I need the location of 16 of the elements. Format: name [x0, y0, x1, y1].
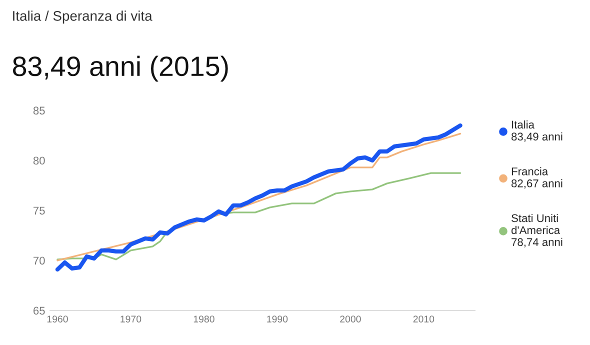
x-tick-label: 2000 [340, 316, 361, 322]
x-tick-label: 1970 [120, 316, 142, 322]
x-tick-label: 1980 [194, 316, 214, 322]
legend-label: Italia 83,49 anni [512, 120, 562, 142]
y-tick-label: 75 [34, 206, 45, 215]
x-tick-label: 1990 [267, 316, 288, 322]
legend-label: Francia 82,67 anni [512, 167, 562, 189]
y-tick-label: 65 [33, 306, 45, 315]
x-tick-label: 1960 [47, 316, 68, 322]
y-tick-label: 70 [34, 256, 45, 265]
chart-subtitle: Italia / Speranza di vita [13, 10, 152, 24]
y-tick-label: 85 [33, 106, 45, 115]
legend-label: Stati Uniti d'America 78,74 anni [511, 214, 562, 248]
x-tick-label: 2010 [413, 316, 434, 322]
y-tick-label: 80 [33, 156, 45, 165]
chart-title: 83,49 anni (2015) [13, 56, 228, 82]
